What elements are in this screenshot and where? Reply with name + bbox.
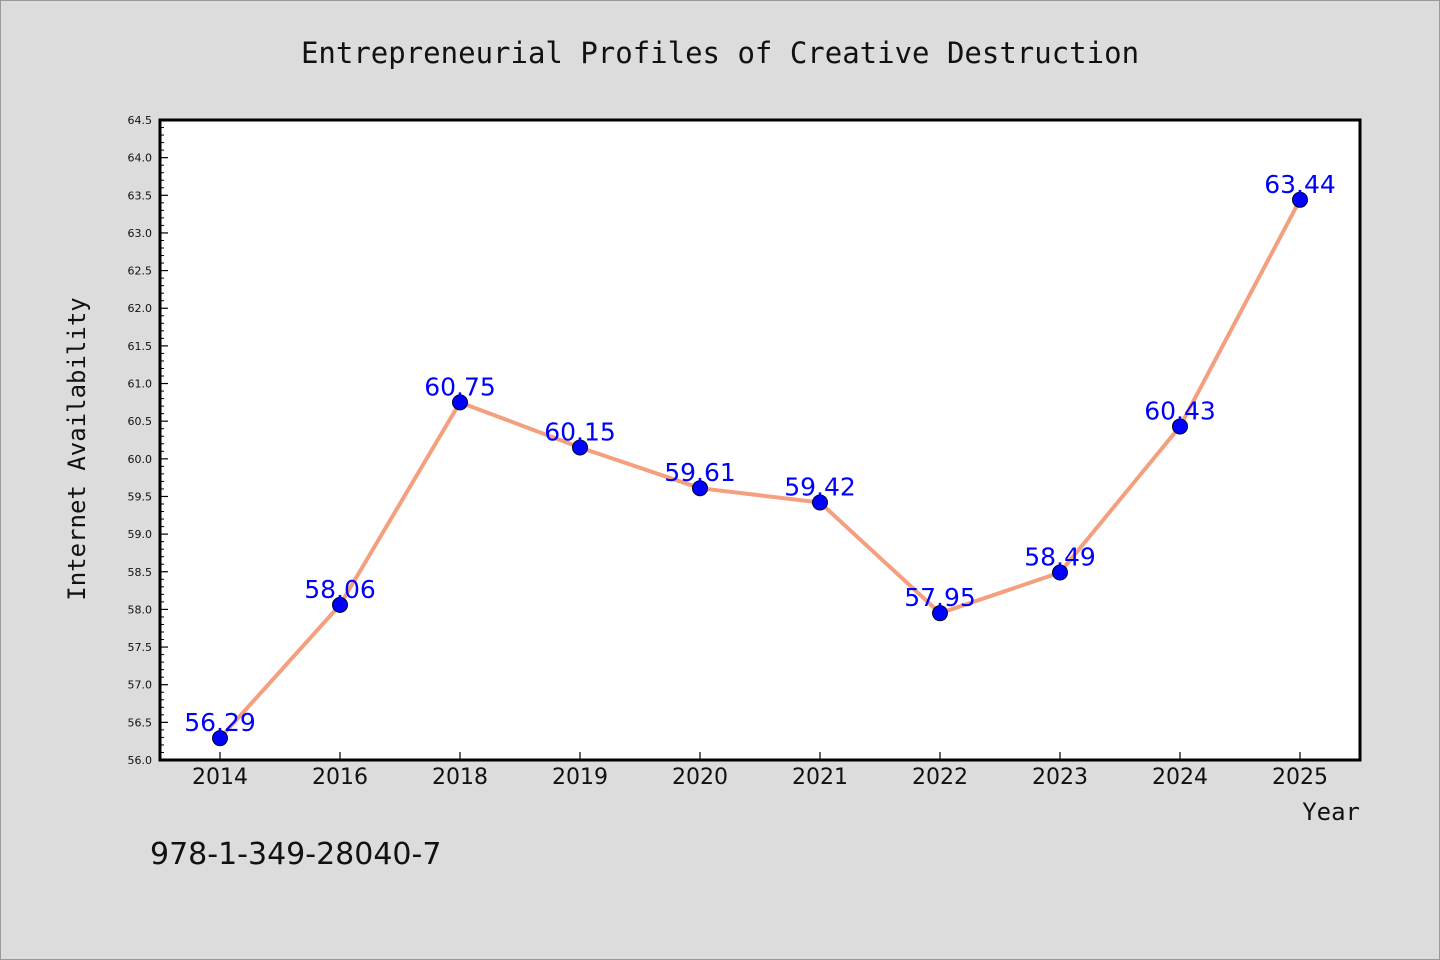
- x-axis-ticks: 2014 2016 2018 2019 2020 2021 2022 2023 2024 2025: [192, 752, 1328, 790]
- y-axis-label: Internet Availability: [63, 297, 91, 600]
- data-label: 60.15: [544, 418, 616, 447]
- x-tick-label: 2019: [552, 765, 608, 790]
- y-tick-label: 60.0: [128, 453, 153, 466]
- y-tick-label: 61.5: [128, 340, 153, 353]
- data-point: [692, 480, 708, 497]
- x-tick-label: 2016: [312, 765, 368, 790]
- data-label: 63.44: [1264, 170, 1336, 199]
- y-tick-label: 64.0: [128, 152, 153, 165]
- y-tick-label: 63.5: [128, 189, 153, 202]
- x-tick-label: 2020: [672, 765, 728, 790]
- x-tick-label: 2023: [1032, 765, 1088, 790]
- y-tick-label: 56.5: [128, 716, 153, 729]
- data-point: [1052, 564, 1068, 581]
- footnote-code: 978-1-349-28040-7: [150, 837, 441, 872]
- x-tick-label: 2018: [432, 765, 488, 790]
- plot-area: [160, 120, 1360, 760]
- y-tick-label: 58.5: [128, 566, 153, 579]
- y-tick-label: 59.0: [128, 528, 153, 541]
- x-tick-label: 2022: [912, 765, 968, 790]
- series-markers-group: [212, 191, 1308, 747]
- y-tick-label: 60.5: [128, 415, 153, 428]
- data-label: 59.42: [784, 472, 856, 501]
- data-label: 59.61: [664, 458, 736, 487]
- data-point: [452, 394, 468, 411]
- data-label: 58.06: [304, 575, 376, 604]
- data-point: [1172, 418, 1188, 435]
- y-tick-label: 64.5: [128, 114, 153, 127]
- x-tick-label: 2021: [792, 765, 848, 790]
- y-tick-label: 61.0: [128, 378, 153, 391]
- y-tick-label: 62.0: [128, 302, 153, 315]
- x-tick-label: 2024: [1152, 765, 1208, 790]
- data-point: [812, 494, 828, 511]
- y-tick-label: 59.5: [128, 490, 153, 503]
- data-label: 58.49: [1024, 543, 1096, 572]
- y-tick-label: 57.0: [128, 679, 153, 692]
- y-tick-label: 62.5: [128, 265, 153, 278]
- x-tick-label: 2025: [1272, 765, 1328, 790]
- chart-title: Entrepreneurial Profiles of Creative Des…: [301, 36, 1139, 70]
- plot-border: [158, 118, 1362, 762]
- data-label: 60.43: [1144, 396, 1216, 425]
- series-line: [218, 197, 1302, 741]
- y-tick-label: 58.0: [128, 603, 153, 616]
- series-line-group: [218, 197, 1302, 741]
- y-tick-label: 57.5: [128, 641, 153, 654]
- data-point: [572, 439, 588, 456]
- data-point: [932, 605, 948, 622]
- data-labels-group: 56.29 58.06 60.75 60.15 59.61 59.42 57.95 58.49…: [184, 170, 1336, 737]
- x-axis-label: Year: [1302, 798, 1360, 826]
- data-point: [1292, 191, 1308, 208]
- x-tick-label: 2014: [192, 765, 248, 790]
- data-label: 56.29: [184, 708, 256, 737]
- data-label: 57.95: [904, 583, 976, 612]
- y-tick-label: 56.0: [128, 754, 153, 767]
- data-point: [212, 730, 228, 747]
- y-axis-ticks: 56.0 56.5 57.0 57.5 58.0 58.5 59.0 59.5 60.0 60.5…: [128, 114, 168, 767]
- data-label: 60.75: [424, 372, 496, 401]
- y-tick-label: 63.0: [128, 227, 153, 240]
- data-point: [332, 596, 348, 613]
